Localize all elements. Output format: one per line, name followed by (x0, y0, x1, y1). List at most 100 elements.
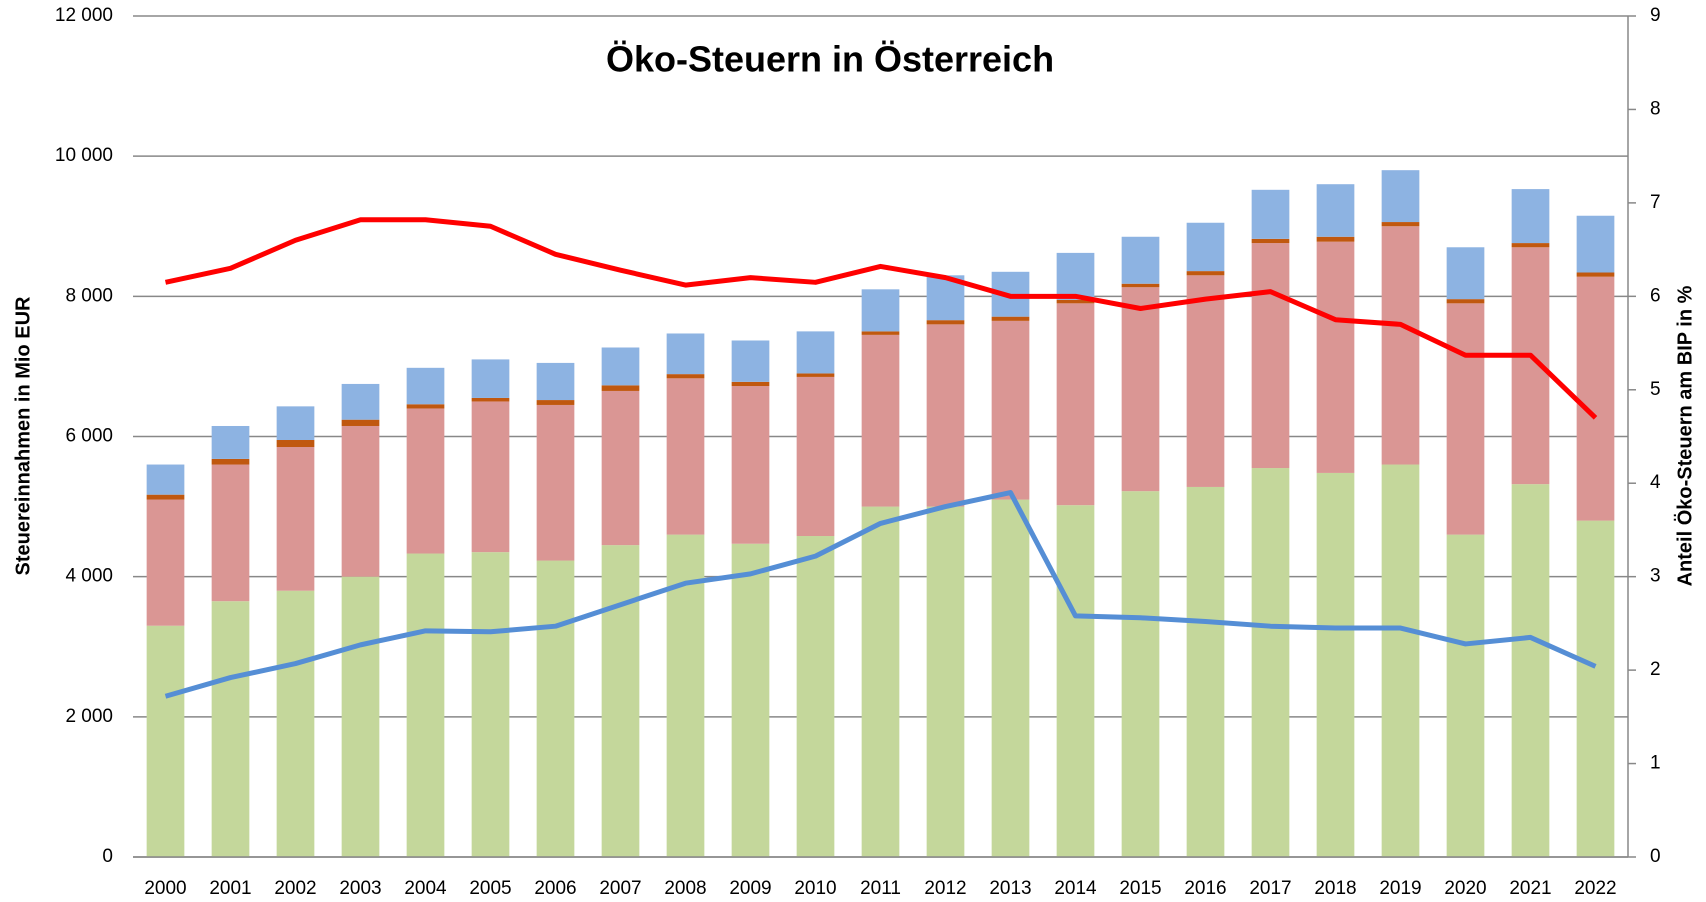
x-tick-label: 2003 (339, 878, 381, 899)
bar-segment (341, 383, 380, 420)
bar-segment (861, 331, 900, 335)
bar-segment (926, 324, 965, 507)
bar-segment (1056, 303, 1095, 506)
x-tick-label: 2011 (860, 878, 901, 899)
x-tick-label: 2014 (1054, 878, 1097, 899)
bar-segment (731, 543, 770, 857)
bar-segment (211, 464, 250, 602)
x-tick-label: 2000 (144, 878, 186, 899)
x-tick-label: 2017 (1249, 878, 1291, 899)
x-tick-label: 2007 (599, 878, 641, 899)
bar-segment (1381, 464, 1420, 857)
line (164, 217, 1598, 420)
y2-tick-label: 0 (1650, 846, 1661, 867)
bar-segment (1576, 272, 1615, 277)
y-tick-label: 6 000 (65, 426, 113, 447)
x-tick-label: 2012 (924, 878, 966, 899)
y2-tick-label: 6 (1650, 285, 1661, 306)
bar-segment (1316, 472, 1355, 857)
y2-tick-label: 2 (1650, 659, 1661, 680)
chart-title: Öko-Steuern in Österreich (606, 39, 1054, 80)
bar-segment (861, 289, 900, 332)
bar-segment (1186, 222, 1225, 272)
bar-segment (991, 499, 1030, 857)
bar-segment (1186, 271, 1225, 276)
bar-segment (666, 374, 705, 379)
bar-segment (1576, 520, 1615, 857)
x-tick-label: 2009 (729, 878, 771, 899)
bar-segment (276, 440, 315, 448)
bar-segment (926, 320, 965, 325)
bar-segment (666, 378, 705, 535)
bar-segment (601, 390, 640, 546)
y2-tick-label: 8 (1650, 98, 1661, 119)
y-tick-label: 0 (102, 846, 113, 867)
bar-segment (1056, 252, 1095, 300)
y2-tick-label: 7 (1650, 192, 1661, 213)
x-tick-label: 2008 (664, 878, 706, 899)
x-tick-label: 2016 (1184, 878, 1226, 899)
y2-tick-label: 3 (1650, 566, 1661, 587)
bar-segment (796, 376, 835, 537)
y2-tick-label: 9 (1650, 5, 1661, 26)
bar-segment (211, 601, 250, 857)
bar-segment (1121, 236, 1160, 284)
bar-segment (796, 536, 835, 857)
x-tick-label: 2021 (1509, 878, 1551, 899)
bar-segment (1316, 236, 1355, 242)
bar-segment (1056, 299, 1095, 304)
bar-segment (796, 373, 835, 377)
bar-segment (861, 334, 900, 507)
bar-segment (666, 333, 705, 375)
bar-segment (341, 419, 380, 426)
y-tick-label: 2 000 (65, 706, 113, 727)
bar-segment (211, 458, 250, 465)
bar-segment (536, 400, 575, 405)
bar-segment (1186, 275, 1225, 487)
x-tick-label: 2020 (1444, 878, 1486, 899)
bar-segment (1511, 484, 1550, 857)
bar-segment (146, 464, 185, 495)
x-tick-label: 2018 (1314, 878, 1356, 899)
bar-segment (796, 331, 835, 374)
bar-segment (1316, 184, 1355, 237)
bar-segment (406, 404, 445, 409)
y-tick-label: 10 000 (55, 145, 113, 166)
bar-segment (1381, 170, 1420, 223)
bar-segment (926, 506, 965, 857)
bar-segment (991, 320, 1030, 500)
line (164, 490, 1597, 699)
x-tick-label: 2006 (534, 878, 576, 899)
bar-segment (1121, 491, 1160, 857)
bar-segment (471, 401, 510, 553)
bar-segment (1251, 238, 1290, 244)
y2-tick-label: 1 (1650, 753, 1661, 774)
bar-segment (1446, 534, 1485, 857)
bar-segment (276, 447, 315, 591)
bar-segment (276, 590, 315, 857)
bar-segment (471, 397, 510, 402)
bar-segment (1316, 241, 1355, 473)
bar-segment (536, 404, 575, 561)
bar-segment (471, 359, 510, 398)
bar-segment (1251, 468, 1290, 857)
bar-segment (536, 362, 575, 401)
bar-segment (1381, 226, 1420, 465)
y-tick-label: 8 000 (65, 285, 113, 306)
bar-segment (211, 425, 250, 459)
bar-segment (731, 386, 770, 544)
x-tick-label: 2015 (1119, 878, 1161, 899)
bar-segment (861, 506, 900, 857)
y-tick-label: 12 000 (55, 5, 113, 26)
x-tick-label: 2001 (209, 878, 251, 899)
x-tick-label: 2002 (274, 878, 316, 899)
x-tick-label: 2005 (469, 878, 511, 899)
bar-segment (406, 553, 445, 857)
bar-segment (1251, 189, 1290, 239)
bar-segment (1511, 243, 1550, 248)
bar-segment (731, 381, 770, 387)
x-tick-label: 2004 (404, 878, 447, 899)
bar-segment (406, 408, 445, 554)
bar-segment (536, 560, 575, 857)
